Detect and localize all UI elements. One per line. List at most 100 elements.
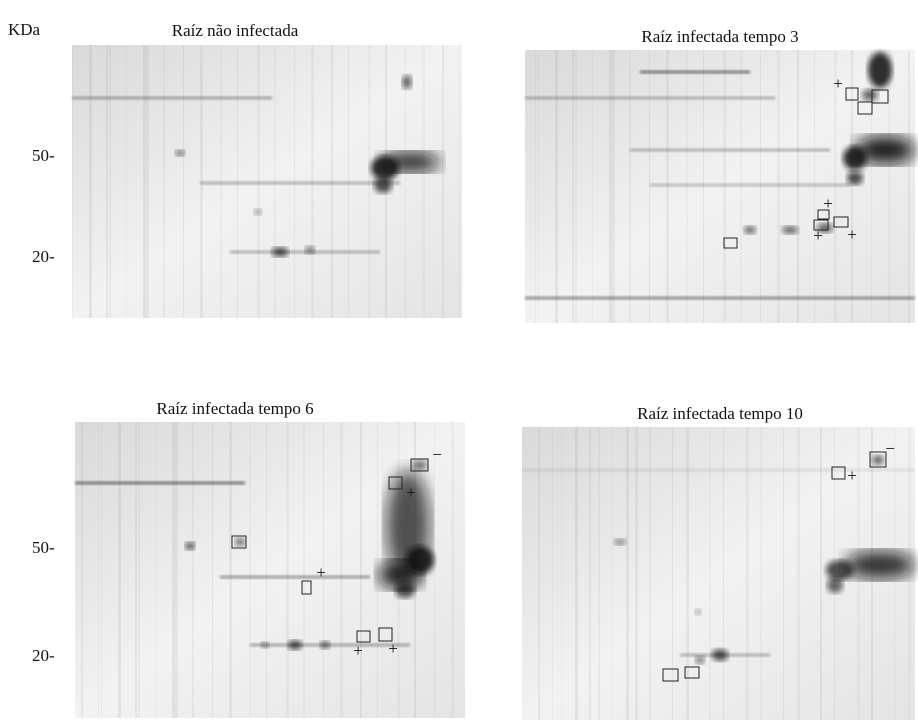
marker: − bbox=[885, 439, 895, 458]
protein-spot bbox=[868, 52, 892, 88]
gel-panel bbox=[525, 50, 915, 323]
panel-title: Raíz infectada tempo 10 bbox=[637, 404, 803, 423]
vertical-streak bbox=[609, 50, 612, 323]
vertical-streak bbox=[612, 50, 615, 323]
marker: + bbox=[316, 563, 326, 582]
protein-band bbox=[525, 296, 915, 300]
panel-title: Raíz não infectada bbox=[172, 21, 299, 40]
vertical-streak bbox=[649, 50, 650, 323]
protein-spot bbox=[272, 247, 288, 257]
marker: − bbox=[432, 445, 442, 464]
vertical-streak bbox=[212, 422, 213, 718]
vertical-streak bbox=[118, 422, 121, 718]
protein-spot bbox=[185, 542, 195, 550]
protein-spot bbox=[827, 577, 843, 593]
mass-tick-label: 20- bbox=[32, 247, 55, 266]
protein-band bbox=[75, 481, 245, 485]
vertical-streak bbox=[163, 45, 165, 318]
protein-spot bbox=[371, 156, 399, 180]
protein-band bbox=[72, 96, 272, 100]
vertical-streak bbox=[592, 50, 593, 323]
vertical-streak bbox=[303, 422, 305, 718]
protein-spot bbox=[305, 246, 315, 254]
protein-band bbox=[230, 250, 380, 254]
vertical-streak bbox=[101, 422, 102, 718]
vertical-streak bbox=[360, 422, 362, 718]
vertical-streak bbox=[851, 50, 853, 323]
vertical-streak bbox=[575, 50, 577, 323]
protein-band bbox=[220, 575, 370, 579]
vertical-streak bbox=[459, 45, 460, 318]
protein-spot bbox=[402, 75, 412, 89]
protein-spot bbox=[695, 656, 705, 664]
vertical-streak bbox=[146, 45, 149, 318]
vertical-streak bbox=[106, 45, 108, 318]
protein-spot bbox=[413, 460, 427, 470]
vertical-streak bbox=[109, 45, 111, 318]
protein-spot bbox=[261, 642, 269, 648]
vertical-streak bbox=[89, 45, 92, 318]
figure: KDa Raíz não infectada 50- 20- Raíz infecta… bbox=[0, 0, 918, 723]
protein-band bbox=[525, 96, 775, 100]
marker: + bbox=[823, 194, 833, 213]
protein-spot bbox=[374, 177, 392, 193]
vertical-streak bbox=[555, 50, 558, 323]
vertical-streak bbox=[135, 422, 137, 718]
vertical-streak bbox=[192, 422, 194, 718]
vertical-streak bbox=[229, 422, 232, 718]
protein-spot bbox=[782, 226, 798, 234]
vertical-streak bbox=[81, 422, 83, 718]
protein-spot bbox=[744, 226, 756, 234]
vertical-streak bbox=[249, 422, 251, 718]
vertical-streak bbox=[175, 422, 178, 718]
protein-spot bbox=[847, 171, 863, 185]
protein-spot bbox=[845, 551, 915, 579]
protein-spot bbox=[614, 539, 626, 545]
marker: + bbox=[406, 483, 416, 502]
vertical-streak bbox=[143, 45, 146, 318]
vertical-streak bbox=[266, 422, 267, 718]
protein-spot bbox=[862, 89, 878, 101]
vertical-streak bbox=[442, 45, 444, 318]
vertical-streak bbox=[538, 50, 539, 323]
marker: + bbox=[833, 74, 843, 93]
protein-band bbox=[200, 181, 400, 185]
vertical-streak bbox=[126, 45, 127, 318]
marker: + bbox=[847, 466, 857, 485]
vertical-streak bbox=[286, 422, 289, 718]
protein-spot bbox=[395, 582, 415, 598]
vertical-streak bbox=[422, 45, 425, 318]
protein-spot bbox=[843, 146, 867, 170]
marker: + bbox=[388, 639, 398, 658]
protein-band bbox=[630, 148, 830, 152]
marker: + bbox=[847, 225, 857, 244]
vertical-streak bbox=[572, 50, 574, 323]
vertical-streak bbox=[98, 422, 99, 718]
mass-tick-label: 20- bbox=[32, 646, 55, 665]
vertical-streak bbox=[629, 50, 631, 323]
panel-title: Raíz infectada tempo 6 bbox=[156, 399, 313, 418]
protein-spot bbox=[254, 209, 262, 215]
vertical-streak bbox=[377, 422, 378, 718]
vertical-streak bbox=[72, 45, 73, 318]
panel-title: Raíz infectada tempo 3 bbox=[641, 27, 798, 46]
protein-spot bbox=[406, 546, 434, 574]
protein-spot bbox=[826, 560, 854, 580]
protein-spot bbox=[288, 640, 302, 650]
vertical-streak bbox=[908, 50, 910, 323]
gel-panel bbox=[75, 422, 465, 718]
protein-spot bbox=[235, 538, 245, 546]
gel-panel bbox=[72, 45, 462, 318]
protein-spot bbox=[695, 609, 701, 615]
marker: + bbox=[353, 641, 363, 660]
vertical-streak bbox=[340, 422, 343, 718]
mass-tick-label: 50- bbox=[32, 146, 55, 165]
marker: + bbox=[813, 226, 823, 245]
vertical-streak bbox=[434, 422, 435, 718]
vertical-streak bbox=[451, 422, 454, 718]
protein-spot bbox=[175, 150, 185, 156]
unit-label: KDa bbox=[8, 20, 41, 39]
vertical-streak bbox=[138, 422, 140, 718]
vertical-streak bbox=[155, 422, 156, 718]
protein-spot bbox=[320, 641, 330, 649]
